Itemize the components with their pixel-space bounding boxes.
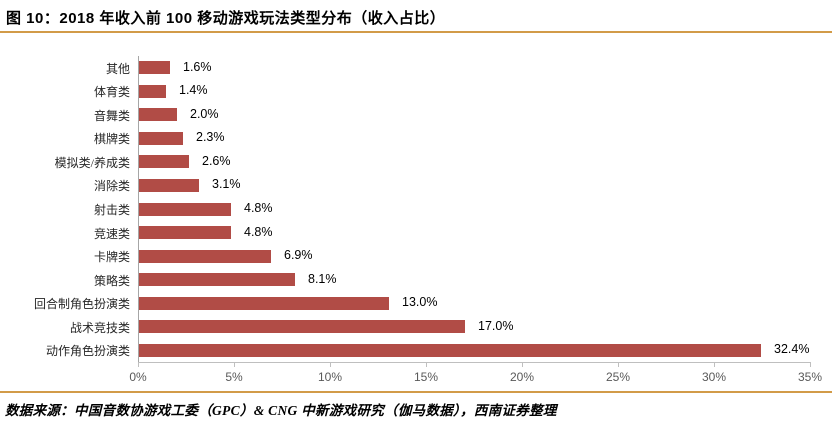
x-tick: [426, 362, 427, 367]
value-label: 4.8%: [244, 201, 273, 215]
category-label: 卡牌类: [93, 250, 130, 265]
value-label: 2.0%: [190, 106, 219, 121]
bar: [139, 226, 231, 240]
footer-divider-line: [0, 391, 832, 393]
x-tick-label: 5%: [225, 370, 243, 384]
bar: [139, 178, 199, 192]
category-label: 战术竞技类: [69, 320, 130, 335]
bar: [139, 202, 231, 216]
value-label: 2.6%: [202, 153, 231, 168]
value-label: 8.1%: [308, 271, 337, 286]
x-tick-label: 0%: [129, 370, 147, 384]
x-tick: [138, 362, 139, 367]
value-label: 1.4%: [179, 83, 208, 98]
source-note: 数据来源：中国音数协游戏工委（GPC）& CNG 中新游戏研究（伽马数据），西南…: [5, 403, 557, 418]
x-tick: [234, 362, 235, 367]
bar: [139, 84, 166, 98]
bar: [139, 131, 183, 145]
bar: [139, 249, 271, 263]
bar-chart: 其他 1.6% 体育类 1.4% 音舞类 2.0% 棋牌类 2.3% 模拟类/养成类 2.6% 消除…: [0, 56, 832, 388]
category-label: 模拟类/养成类: [54, 155, 130, 170]
bar: [139, 296, 389, 310]
x-tick: [714, 362, 715, 367]
title-divider-line: [0, 31, 832, 33]
bar: [139, 155, 189, 169]
value-label: 4.8%: [244, 224, 273, 239]
x-tick: [522, 362, 523, 367]
x-axis-line: [138, 362, 811, 363]
category-label: 消除类: [93, 179, 130, 194]
category-label: 棋牌类: [93, 132, 130, 147]
x-tick: [618, 362, 619, 367]
value-label: 3.1%: [212, 177, 241, 192]
value-label: 2.3%: [196, 130, 225, 145]
bar: [139, 320, 465, 334]
x-tick-label: 30%: [701, 370, 727, 384]
category-axis-line: [138, 56, 139, 363]
bar: [139, 61, 170, 75]
category-label: 回合制角色扮演类: [33, 297, 130, 312]
category-label: 音舞类: [93, 108, 130, 123]
value-label: 6.9%: [284, 248, 313, 263]
x-tick-label: 35%: [797, 370, 823, 384]
figure-title: 图 10：2018 年收入前 100 移动游戏玩法类型分布（收入占比）: [6, 10, 446, 27]
category-label: 体育类: [93, 85, 130, 100]
bar: [139, 108, 177, 122]
x-tick-label: 10%: [317, 370, 343, 384]
category-label: 策略类: [93, 273, 130, 288]
x-tick-label: 20%: [509, 370, 535, 384]
x-tick: [810, 362, 811, 367]
x-tick: [330, 362, 331, 367]
value-label: 17.0%: [478, 318, 514, 333]
value-label: 1.6%: [183, 59, 212, 74]
x-tick-label: 15%: [413, 370, 439, 384]
value-label: 32.4%: [774, 342, 810, 357]
x-tick-label: 25%: [605, 370, 631, 384]
category-label: 射击类: [93, 203, 130, 217]
bar: [139, 343, 761, 357]
value-label: 13.0%: [402, 295, 438, 310]
category-label: 动作角色扮演类: [45, 344, 130, 359]
bar: [139, 273, 295, 287]
category-label: 其他: [105, 61, 130, 76]
category-label: 竞速类: [93, 226, 130, 241]
